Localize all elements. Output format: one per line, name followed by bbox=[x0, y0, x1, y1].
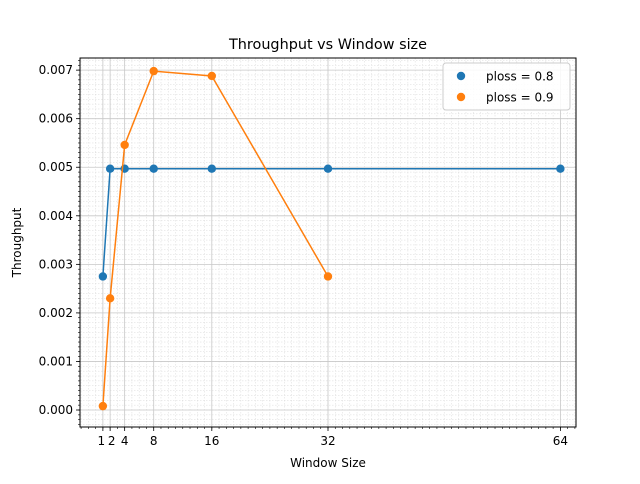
legend: ploss = 0.8 ploss = 0.9 bbox=[442, 62, 571, 111]
legend-marker bbox=[456, 71, 466, 81]
data-point bbox=[120, 140, 129, 150]
legend-label: ploss = 0.9 bbox=[486, 91, 554, 105]
legend-label: ploss = 0.8 bbox=[486, 70, 554, 84]
x-tick-label: 16 bbox=[204, 434, 219, 448]
y-tick-label: 0.006 bbox=[39, 112, 73, 126]
legend-box bbox=[442, 62, 571, 111]
y-axis-label: Throughput bbox=[10, 207, 24, 278]
x-tick-label: 1 bbox=[98, 434, 106, 448]
x-tick-label: 8 bbox=[150, 434, 158, 448]
data-point bbox=[105, 294, 115, 303]
x-tick-label: 2 bbox=[108, 434, 116, 448]
y-tick-label: 0.000 bbox=[39, 403, 73, 417]
y-tick-label: 0.002 bbox=[39, 306, 73, 320]
x-axis: 1 2 4 8 16 32 64 bbox=[80, 427, 576, 448]
data-point bbox=[207, 164, 217, 173]
major-grid bbox=[80, 58, 576, 427]
x-axis-label: Window Size bbox=[290, 456, 366, 470]
data-point bbox=[323, 272, 333, 281]
data-point bbox=[149, 164, 158, 173]
x-tick-label: 32 bbox=[320, 434, 335, 448]
y-tick-label: 0.004 bbox=[39, 209, 73, 223]
y-tick-label: 0.005 bbox=[39, 160, 73, 174]
series-line bbox=[102, 70, 329, 407]
y-tick-label: 0.007 bbox=[39, 63, 73, 77]
data-point bbox=[105, 164, 115, 173]
y-tick-label: 0.001 bbox=[39, 354, 73, 368]
data-point bbox=[323, 164, 333, 173]
data-point bbox=[149, 66, 158, 76]
data-point bbox=[556, 164, 565, 173]
y-tick-label: 0.003 bbox=[39, 257, 73, 271]
series-layer bbox=[98, 66, 565, 411]
x-tick-label: 4 bbox=[121, 434, 129, 448]
y-axis: 0.000 0.001 0.002 0.003 0.004 0.005 0.006 0.007 bbox=[39, 60, 80, 425]
chart-title: Throughput vs Window size bbox=[228, 37, 427, 53]
data-point bbox=[98, 272, 108, 281]
data-point bbox=[98, 401, 108, 411]
data-point bbox=[207, 71, 217, 81]
x-tick-label: 64 bbox=[553, 434, 568, 448]
legend-marker bbox=[456, 92, 466, 102]
